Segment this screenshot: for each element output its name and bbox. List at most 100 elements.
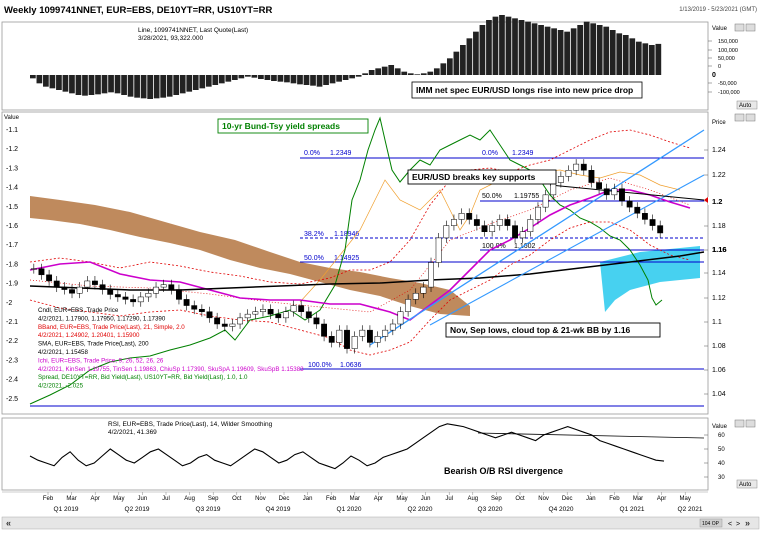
top-tick-label: 100,000: [718, 48, 738, 54]
right-tick-label: 1.1: [712, 319, 722, 326]
imm-bar: [551, 28, 557, 75]
imm-bar: [75, 75, 82, 95]
imm-bar: [43, 75, 49, 87]
x-quarter-label: Q2 2020: [408, 506, 433, 513]
x-month-label: Dec: [562, 496, 573, 502]
rsi-panel: RSI, EUR=EBS, Trade Price(Last), 14, Wil…: [1, 417, 758, 491]
x-quarter-label: Q2 2019: [125, 506, 150, 513]
imm-bar: [36, 75, 43, 84]
scroll-right-icon[interactable]: »: [745, 518, 750, 528]
imm-bar: [56, 75, 62, 90]
imm-bar: [609, 30, 616, 75]
scroll-next-icon[interactable]: >: [736, 521, 740, 528]
legend-entry: 4/2/2021, 1.15458: [38, 349, 88, 356]
x-month-label: Oct: [232, 496, 242, 502]
top-legend-line2: 3/28/2021, 93,322.000: [138, 35, 203, 42]
candle-body: [137, 296, 144, 303]
candle-body: [38, 268, 45, 276]
imm-bar: [316, 75, 323, 87]
rsi-auto-button[interactable]: [736, 479, 758, 489]
x-month-label: May: [113, 496, 124, 502]
imm-annotation-box: [411, 81, 643, 99]
imm-bar: [284, 75, 290, 83]
x-month-label: Feb: [609, 496, 620, 502]
candle-body: [519, 231, 526, 239]
rsi-panel-restore-icon[interactable]: [734, 419, 745, 428]
top-tick-label: 50,000: [718, 56, 735, 62]
candle-body: [76, 286, 83, 294]
x-quarter-label: Q1 2021: [620, 506, 645, 513]
candle-body: [198, 308, 205, 312]
rsi-line: [29, 423, 665, 470]
ichimoku-cloud-bearish: [30, 196, 470, 316]
rsi-axis-label: Value: [712, 424, 728, 430]
rsi-axis: 60 50 40 30: [704, 433, 725, 481]
supports-annotation: EUR/USD breaks key supports: [412, 172, 536, 182]
candle-body: [412, 293, 419, 300]
imm-bar: [583, 21, 590, 76]
x-month-label: Jun: [138, 496, 148, 502]
imm-bar: [557, 30, 564, 75]
x-month-label: May: [396, 496, 407, 502]
legend-entry: 4/2/2021, -2.025: [38, 383, 84, 390]
imm-bar: [648, 45, 655, 75]
x-quarter-label: Q1 2019: [54, 506, 79, 513]
imm-bar: [114, 75, 121, 94]
x-month-label: Sep: [208, 496, 219, 502]
zoom-box[interactable]: [699, 518, 723, 528]
candle-body: [30, 268, 37, 270]
candle-body: [114, 294, 121, 298]
left-tick-label: -1.8: [6, 261, 18, 268]
candle-body: [389, 323, 396, 331]
rsi-panel-close-icon[interactable]: [745, 419, 756, 428]
imm-bar: [505, 16, 512, 76]
candle-body: [473, 219, 480, 226]
fib-label-382-pct: 38.2%: [304, 231, 324, 238]
imm-bar: [538, 25, 544, 75]
candle-body: [535, 206, 541, 220]
imm-bar: [231, 75, 238, 80]
imm-bar: [466, 38, 473, 75]
imm-bar: [518, 20, 525, 75]
imm-bar: [95, 75, 101, 95]
imm-bar: [342, 75, 349, 80]
scrollbar[interactable]: « » 104 OP < >: [1, 516, 760, 530]
top-panel-restore-icon[interactable]: [734, 23, 745, 32]
main-panel-restore-icon[interactable]: [734, 113, 745, 122]
imm-bar: [271, 75, 277, 81]
sma-200: [29, 251, 705, 291]
top-panel-close-icon[interactable]: [745, 23, 756, 32]
x-month-label: Mar: [66, 496, 76, 502]
main-panel-close-icon[interactable]: [745, 113, 756, 122]
imm-bar: [69, 75, 75, 94]
x-month-label: Sep: [491, 496, 502, 502]
top-tick-label: 0: [718, 64, 721, 70]
rsi-legend-line2: 4/2/2021, 41.369: [108, 429, 157, 436]
price-tag-1: 1.2: [712, 197, 722, 206]
imm-bar: [179, 75, 186, 94]
x-month-label: Jul: [162, 496, 170, 502]
x-axis: Feb Mar Apr May Jun Jul Aug Sep Oct Nov Dec Jan Feb M…: [2, 491, 708, 513]
imm-bar: [251, 75, 258, 78]
imm-bar: [323, 75, 329, 85]
top-auto-button[interactable]: [736, 100, 758, 110]
x-month-label: Nov: [538, 496, 549, 502]
rsi-tick-label: 40: [718, 461, 725, 467]
legend-entry: Ichi, EUR=EBS, Trade Price, 9, 26, 52, 2…: [38, 357, 164, 364]
rsi-divergence-line: [477, 432, 705, 439]
imm-bar: [225, 75, 232, 82]
main-right-axis-label: Price: [712, 120, 726, 126]
right-tick-label: 1.08: [712, 343, 726, 350]
x-month-label: Feb: [326, 496, 337, 502]
imm-bar: [596, 25, 603, 75]
scroll-left-icon[interactable]: «: [6, 518, 11, 528]
candle-body: [374, 336, 381, 343]
candle-body: [191, 305, 198, 310]
left-tick-label: -2: [6, 300, 12, 307]
candle-body: [443, 225, 450, 239]
x-month-label: Apr: [657, 496, 666, 502]
rsi-tick-label: 30: [718, 475, 725, 481]
x-month-label: Aug: [184, 496, 195, 502]
scroll-prev-icon[interactable]: <: [728, 521, 732, 528]
